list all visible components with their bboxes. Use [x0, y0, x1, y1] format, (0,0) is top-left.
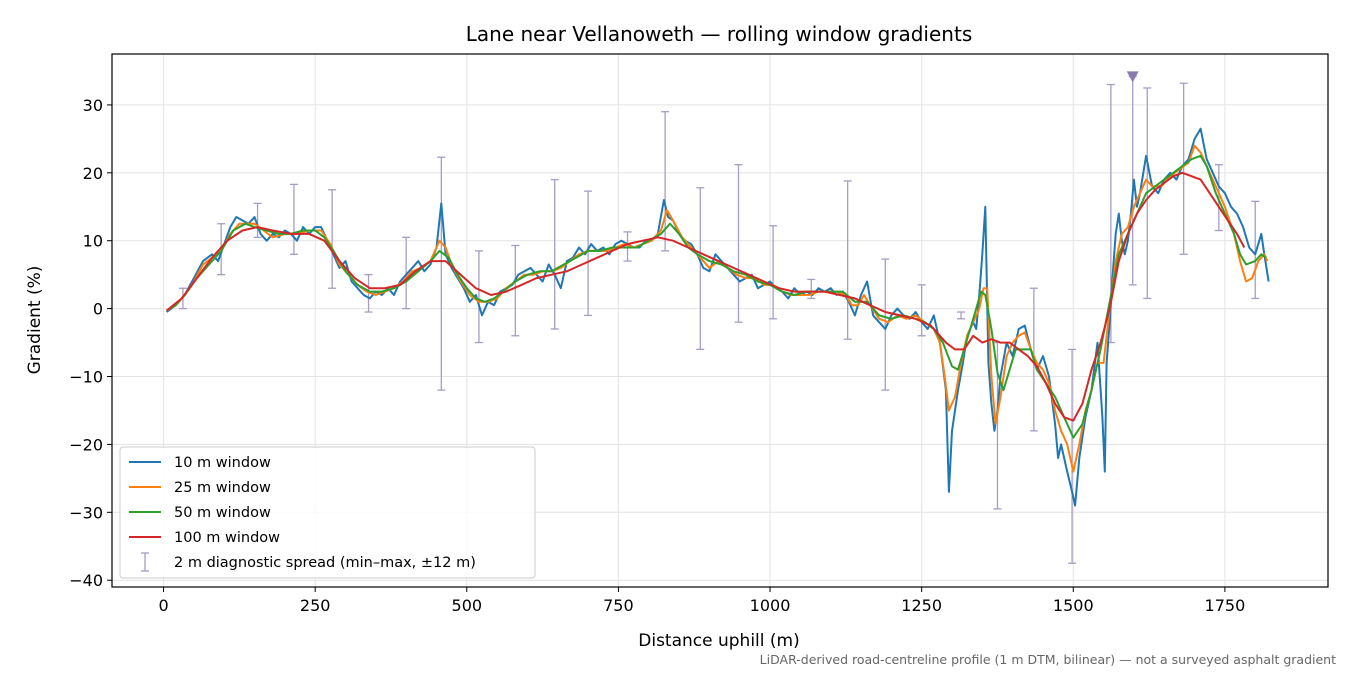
- y-tick-label: 0: [93, 300, 103, 319]
- legend-entry: 25 m window: [129, 480, 271, 496]
- error-bar: [253, 202, 262, 238]
- legend-label: 25 m window: [174, 480, 271, 496]
- legend-entry: 2 m diagnostic spread (min–max, ±12 m): [141, 552, 476, 572]
- x-tick-label: 1500: [1053, 596, 1094, 615]
- error-bar: [696, 187, 705, 351]
- x-axis-label: Distance uphill (m): [638, 631, 799, 651]
- legend-entry: 10 m window: [129, 455, 271, 471]
- y-tick-label: −30: [69, 503, 103, 522]
- error-bar: [623, 231, 632, 262]
- error-bar: [511, 244, 520, 337]
- y-tick-label: −20: [69, 435, 103, 454]
- error-bar: [402, 236, 411, 310]
- x-axis: 0 250 500 750 1000 1250 1500 1750: [158, 587, 1245, 615]
- y-tick-label: 30: [83, 96, 103, 115]
- series-line-3: [166, 154, 1267, 439]
- x-tick-label: 750: [603, 596, 634, 615]
- x-tick-label: 500: [452, 596, 483, 615]
- y-tick-label: 20: [83, 164, 103, 183]
- legend-label: 50 m window: [174, 505, 271, 521]
- y-tick-label: −40: [69, 571, 103, 590]
- legend: 10 m window 25 m window 50 m window 100 m w…: [119, 446, 536, 579]
- x-tick-label: 250: [300, 596, 331, 615]
- error-bar: [1128, 75, 1137, 286]
- y-axis-label: Gradient (%): [25, 266, 45, 375]
- peak-marker: [1126, 71, 1139, 83]
- error-bar: [1251, 200, 1260, 300]
- error-bar: [881, 258, 890, 391]
- x-tick-label: 1250: [901, 596, 942, 615]
- y-tick-label: −10: [69, 368, 103, 387]
- legend-label: 10 m window: [174, 455, 271, 471]
- error-bar: [734, 164, 743, 323]
- error-bar: [289, 183, 298, 255]
- error-bar: [769, 225, 778, 320]
- error-bar: [957, 311, 966, 320]
- error-bar: [328, 189, 337, 289]
- legend-entry: 50 m window: [129, 505, 271, 521]
- error-bar: [474, 250, 483, 344]
- series-line-4: [165, 171, 1246, 422]
- legend-entry: 100 m window: [129, 530, 280, 546]
- legend-frame: [119, 446, 536, 579]
- x-tick-label: 1000: [750, 596, 791, 615]
- legend-label: 2 m diagnostic spread (min–max, ±12 m): [174, 555, 476, 571]
- x-tick-label: 0: [158, 596, 168, 615]
- error-bar: [1068, 348, 1077, 564]
- legend-label: 100 m window: [174, 530, 280, 546]
- plot-area: [165, 71, 1270, 564]
- error-bar: [437, 156, 446, 391]
- y-axis: −40 −30 −20 −10 0 10 20 30: [69, 96, 112, 590]
- error-bar: [584, 190, 593, 317]
- error-bar: [917, 284, 926, 337]
- error-bar: [550, 178, 559, 330]
- x-tick-label: 1750: [1205, 596, 1246, 615]
- chart-title: Lane near Vellanoweth — rolling window g…: [466, 22, 972, 46]
- error-bar: [843, 180, 852, 340]
- y-tick-label: 10: [83, 232, 103, 251]
- error-bar: [1179, 82, 1188, 255]
- plot-frame: [111, 53, 1329, 588]
- footnote: LiDAR-derived road-centreline profile (1…: [760, 652, 1336, 667]
